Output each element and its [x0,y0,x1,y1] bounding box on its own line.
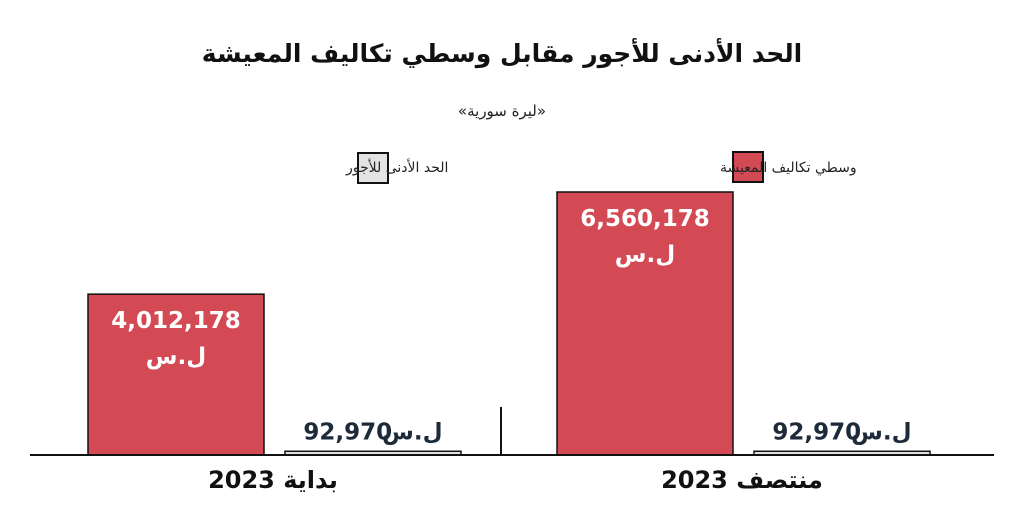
bar-cost-of-living [87,293,265,456]
category-label-start-2023: بداية 2023 [208,466,338,494]
data-label-unit: ل.س [615,242,675,268]
legend-swatch-minimum-wage [357,152,389,184]
bar-cost-of-living [556,191,734,456]
data-label-value: 4,012,178 [111,308,241,334]
category-label-mid-2023: منتصف 2023 [661,466,823,494]
data-label-min-wage: ل.س92,970 [303,419,442,445]
legend-swatch-cost-of-living [732,151,764,183]
legend-label-minimum-wage: الحد الأدنى للأجور [345,158,448,176]
legend-label-cost-of-living: وسطي تكاليف المعيشة [720,160,857,176]
data-label-value: 6,560,178 [580,206,710,232]
chart-subtitle: «ليرة سورية» [458,102,546,120]
data-label-unit: ل.س [146,344,206,370]
chart-title: الحد الأدنى للأجور مقابل وسطي تكاليف الم… [202,38,802,69]
bars-group: 4,012,178 ل.س ل.س92,970 6,560,178 ل.س ل.س92,9… [87,191,931,456]
data-label-min-wage: ل.س92,970 [772,419,911,445]
